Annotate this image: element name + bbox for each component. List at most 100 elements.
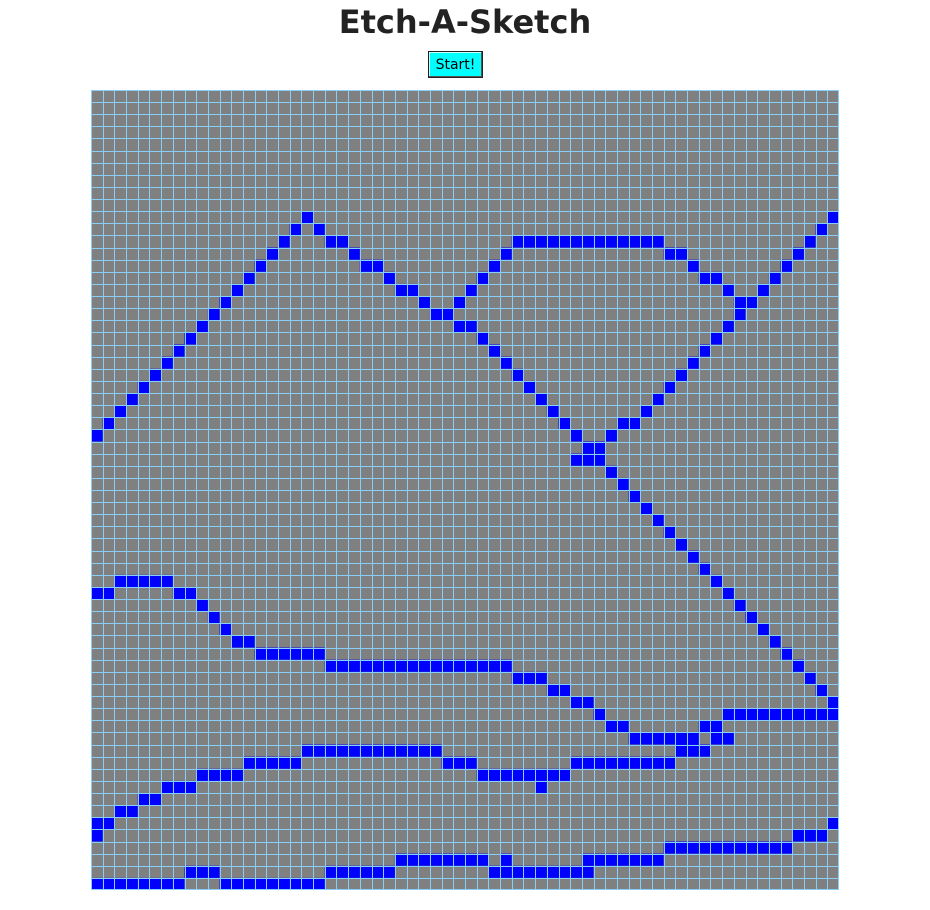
- inked-cell[interactable]: [394, 744, 407, 757]
- inked-cell[interactable]: [722, 320, 734, 333]
- inked-cell[interactable]: [172, 586, 185, 600]
- inked-cell[interactable]: [628, 490, 641, 503]
- inked-cell[interactable]: [488, 768, 501, 781]
- inked-cell[interactable]: [500, 659, 512, 672]
- inked-cell[interactable]: [488, 865, 501, 878]
- inked-cell[interactable]: [324, 235, 337, 248]
- inked-cell[interactable]: [500, 865, 512, 878]
- inked-cell[interactable]: [698, 271, 711, 284]
- inked-cell[interactable]: [348, 247, 360, 260]
- inked-cell[interactable]: [441, 853, 454, 866]
- inked-cell[interactable]: [126, 805, 138, 818]
- inked-cell[interactable]: [815, 829, 828, 842]
- inked-cell[interactable]: [535, 671, 547, 684]
- inked-cell[interactable]: [488, 259, 501, 272]
- inked-cell[interactable]: [558, 417, 571, 430]
- inked-cell[interactable]: [196, 320, 208, 333]
- inked-cell[interactable]: [254, 756, 267, 769]
- inked-cell[interactable]: [593, 441, 606, 454]
- inked-cell[interactable]: [429, 853, 442, 866]
- inked-cell[interactable]: [558, 235, 571, 248]
- inked-cell[interactable]: [558, 768, 571, 781]
- inked-cell[interactable]: [242, 877, 255, 890]
- inked-cell[interactable]: [698, 562, 711, 575]
- inked-cell[interactable]: [663, 247, 676, 260]
- inked-cell[interactable]: [161, 356, 173, 369]
- inked-cell[interactable]: [605, 853, 617, 866]
- inked-cell[interactable]: [581, 853, 594, 866]
- inked-cell[interactable]: [500, 853, 512, 866]
- inked-cell[interactable]: [394, 659, 407, 672]
- inked-cell[interactable]: [137, 877, 150, 890]
- inked-cell[interactable]: [652, 393, 664, 406]
- inked-cell[interactable]: [640, 235, 652, 248]
- inked-cell[interactable]: [710, 332, 723, 345]
- inked-cell[interactable]: [593, 853, 606, 866]
- inked-cell[interactable]: [523, 671, 536, 684]
- inked-cell[interactable]: [640, 732, 652, 745]
- inked-cell[interactable]: [359, 259, 372, 272]
- inked-cell[interactable]: [500, 247, 512, 260]
- inked-cell[interactable]: [278, 756, 290, 769]
- inked-cell[interactable]: [231, 768, 243, 781]
- inked-cell[interactable]: [313, 877, 325, 890]
- inked-cell[interactable]: [500, 356, 512, 369]
- inked-cell[interactable]: [652, 853, 664, 866]
- inked-cell[interactable]: [616, 235, 629, 248]
- inked-cell[interactable]: [698, 841, 711, 854]
- inked-cell[interactable]: [628, 756, 641, 769]
- inked-cell[interactable]: [242, 756, 255, 769]
- inked-cell[interactable]: [570, 865, 582, 878]
- inked-cell[interactable]: [698, 720, 711, 733]
- inked-cell[interactable]: [780, 259, 793, 272]
- inked-cell[interactable]: [640, 502, 652, 515]
- inked-cell[interactable]: [616, 756, 629, 769]
- inked-cell[interactable]: [441, 756, 454, 769]
- inked-cell[interactable]: [266, 756, 278, 769]
- inked-cell[interactable]: [675, 841, 688, 854]
- inked-cell[interactable]: [429, 308, 442, 321]
- inked-cell[interactable]: [710, 732, 723, 745]
- inked-cell[interactable]: [418, 296, 430, 309]
- inked-cell[interactable]: [278, 235, 290, 248]
- inked-cell[interactable]: [546, 405, 559, 418]
- inked-cell[interactable]: [429, 659, 442, 672]
- inked-cell[interactable]: [126, 877, 138, 890]
- inked-cell[interactable]: [453, 320, 465, 333]
- inked-cell[interactable]: [324, 744, 337, 757]
- inked-cell[interactable]: [371, 865, 384, 878]
- inked-cell[interactable]: [207, 611, 220, 624]
- inked-cell[interactable]: [289, 877, 302, 890]
- inked-cell[interactable]: [196, 865, 208, 878]
- inked-cell[interactable]: [114, 405, 127, 418]
- inked-cell[interactable]: [476, 768, 489, 781]
- inked-cell[interactable]: [593, 756, 606, 769]
- inked-cell[interactable]: [757, 623, 769, 636]
- inked-cell[interactable]: [722, 732, 734, 745]
- inked-cell[interactable]: [383, 659, 395, 672]
- inked-cell[interactable]: [91, 829, 103, 842]
- inked-cell[interactable]: [803, 671, 816, 684]
- inked-cell[interactable]: [114, 877, 127, 890]
- inked-cell[interactable]: [511, 671, 524, 684]
- inked-cell[interactable]: [535, 393, 547, 406]
- inked-cell[interactable]: [675, 732, 688, 745]
- inked-cell[interactable]: [628, 417, 641, 430]
- inked-cell[interactable]: [91, 429, 103, 442]
- inked-cell[interactable]: [733, 841, 746, 854]
- inked-cell[interactable]: [757, 841, 769, 854]
- inked-cell[interactable]: [172, 780, 185, 794]
- inked-cell[interactable]: [196, 768, 208, 781]
- inked-cell[interactable]: [652, 235, 664, 248]
- inked-cell[interactable]: [722, 586, 734, 600]
- inked-cell[interactable]: [722, 841, 734, 854]
- inked-cell[interactable]: [289, 223, 302, 236]
- inked-cell[interactable]: [301, 744, 314, 757]
- inked-cell[interactable]: [733, 308, 746, 321]
- inked-cell[interactable]: [137, 574, 150, 587]
- inked-cell[interactable]: [336, 744, 349, 757]
- inked-cell[interactable]: [500, 768, 512, 781]
- inked-cell[interactable]: [313, 647, 325, 660]
- inked-cell[interactable]: [710, 271, 723, 284]
- inked-cell[interactable]: [348, 865, 360, 878]
